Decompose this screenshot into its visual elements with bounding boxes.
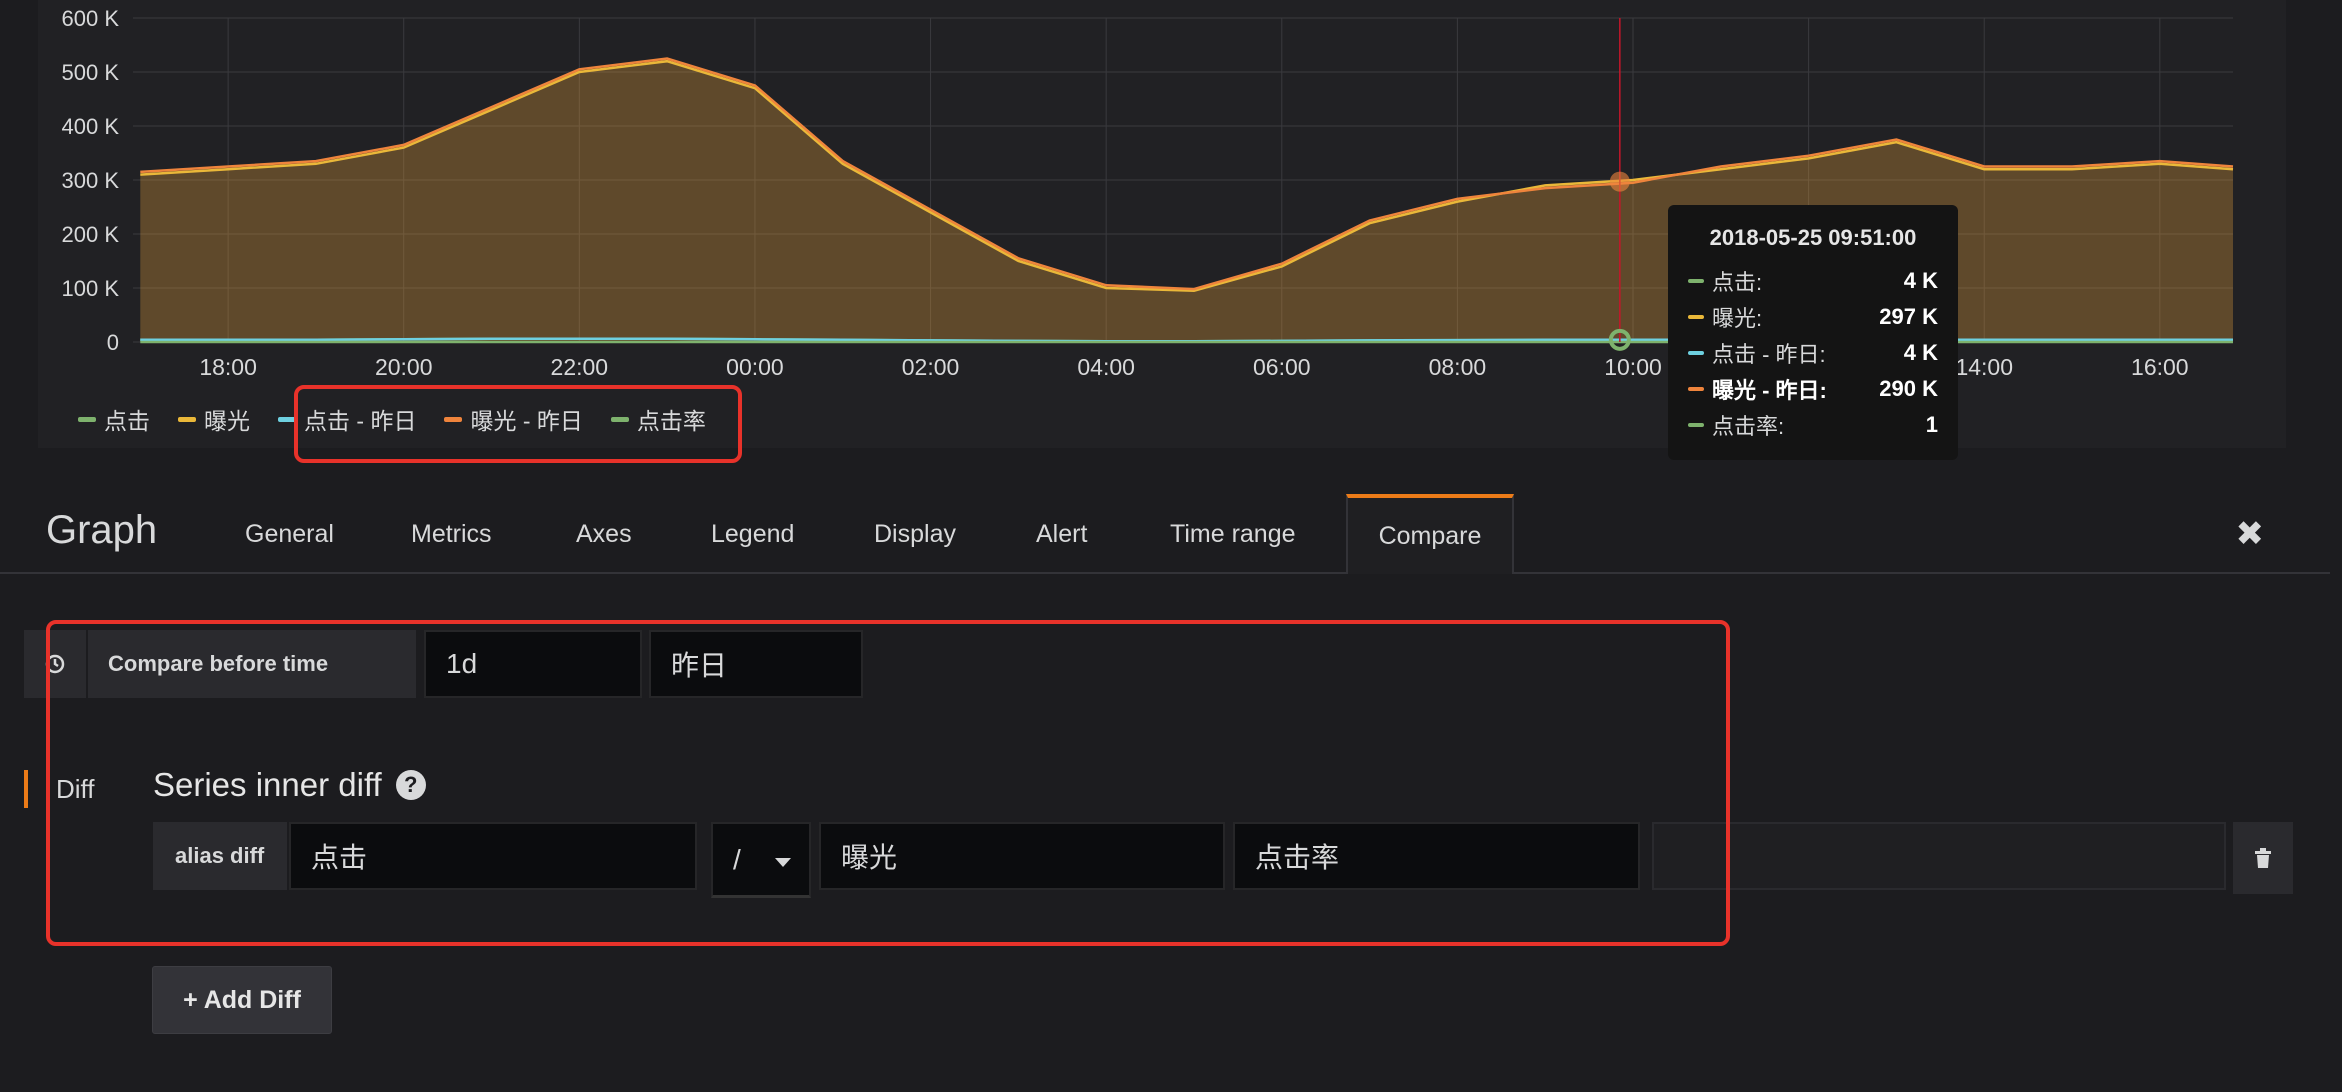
tooltip-swatch xyxy=(1688,315,1704,319)
legend-swatch xyxy=(610,416,629,422)
diff-section-label: Diff xyxy=(56,774,95,804)
tooltip-swatch xyxy=(1688,387,1704,391)
clock-icon xyxy=(24,630,86,698)
chevron-down-icon xyxy=(775,858,791,867)
legend-item-ctr[interactable]: 点击率 xyxy=(610,402,706,436)
series-inner-diff-title: Series inner diff ? xyxy=(153,766,426,804)
diff-left-series-input[interactable] xyxy=(289,822,697,890)
tooltip-value: 4 K xyxy=(1903,268,1938,293)
y-tick-label: 300 K xyxy=(62,168,120,193)
tab-legend[interactable]: Legend xyxy=(711,520,795,548)
y-tick-label: 500 K xyxy=(62,60,120,85)
y-tick-label: 0 xyxy=(107,330,119,355)
x-tick-label: 18:00 xyxy=(199,354,257,380)
tooltip-label: 曝光: xyxy=(1712,306,1763,331)
tooltip-value: 1 xyxy=(1925,412,1938,437)
tooltip-swatch xyxy=(1688,351,1704,355)
highlight-compare-box xyxy=(46,620,1730,946)
legend-swatch xyxy=(278,416,296,422)
legend-item-clicks-yesterday[interactable]: 点击 - 昨日 xyxy=(278,402,416,436)
tooltip-title: 2018-05-25 09:51:00 xyxy=(1709,225,1917,250)
delete-diff-button[interactable] xyxy=(2233,822,2293,894)
x-tick-label: 10:00 xyxy=(1604,354,1662,380)
legend-label: 曝光 - 昨日 xyxy=(470,408,583,434)
editor-tabs-bar: Graph General Metrics Axes Legend Displa… xyxy=(0,490,2330,574)
alias-diff-label: alias diff xyxy=(153,822,287,890)
tooltip-value: 297 K xyxy=(1879,304,1938,329)
operator-value: / xyxy=(733,843,741,875)
tab-time-range[interactable]: Time range xyxy=(1170,520,1296,548)
close-icon[interactable]: ✖ xyxy=(2235,515,2265,553)
tooltip-swatch xyxy=(1688,423,1704,427)
tooltip-label: 曝光 - 昨日: xyxy=(1712,378,1827,403)
x-tick-label: 14:00 xyxy=(1955,354,2013,380)
x-tick-label: 04:00 xyxy=(1077,354,1135,380)
legend-item-clicks[interactable]: 点击 xyxy=(78,402,150,436)
diff-alias-input[interactable] xyxy=(1233,822,1640,890)
tooltip-value: 290 K xyxy=(1879,376,1938,401)
trash-icon xyxy=(2255,848,2271,868)
tooltip-row: 点击: 4 K xyxy=(1688,263,1938,299)
tab-alert[interactable]: Alert xyxy=(1036,520,1088,548)
y-tick-label: 100 K xyxy=(62,276,120,301)
legend-label: 曝光 xyxy=(204,408,250,434)
tooltip-row: 曝光 - 昨日: 290 K xyxy=(1688,371,1938,407)
chart-legend: 点击 曝光 点击 - 昨日 曝光 - 昨日 点击率 xyxy=(78,402,706,436)
tab-compare[interactable]: Compare xyxy=(1346,494,1514,574)
x-tick-label: 22:00 xyxy=(551,354,609,380)
tooltip-value: 4 K xyxy=(1903,340,1938,365)
x-tick-label: 06:00 xyxy=(1253,354,1311,380)
y-tick-label: 600 K xyxy=(62,6,120,31)
tooltip-label: 点击: xyxy=(1712,270,1763,295)
legend-item-impressions[interactable]: 曝光 xyxy=(178,402,250,436)
highlight-legend-box xyxy=(294,385,742,463)
y-tick-label: 400 K xyxy=(62,114,120,139)
tab-axes[interactable]: Axes xyxy=(576,520,632,548)
tooltip-row: 曝光: 297 K xyxy=(1688,299,1938,335)
x-tick-label: 20:00 xyxy=(375,354,433,380)
diff-operator-select[interactable]: / xyxy=(711,822,811,898)
tab-display[interactable]: Display xyxy=(874,520,956,548)
panel-type-title: Graph xyxy=(46,508,158,552)
tooltip-row: 点击率: 1 xyxy=(1688,407,1938,443)
help-icon[interactable]: ? xyxy=(395,770,426,800)
legend-item-impressions-yesterday[interactable]: 曝光 - 昨日 xyxy=(444,402,583,436)
legend-swatch xyxy=(178,416,196,422)
legend-label: 点击 xyxy=(104,408,150,434)
diff-extra-input[interactable] xyxy=(1652,822,2226,890)
x-tick-label: 02:00 xyxy=(902,354,960,380)
compare-alias-input[interactable] xyxy=(649,630,863,698)
tab-general[interactable]: General xyxy=(245,520,334,548)
series-line-impressions-yesterday xyxy=(140,57,2234,291)
hover-tooltip: 2018-05-25 09:51:00 点击: 4 K 曝光: 297 K 点击 -… xyxy=(1668,205,1958,460)
diff-right-series-input[interactable] xyxy=(819,822,1225,890)
legend-label: 点击率 xyxy=(636,408,706,434)
compare-offset-input[interactable] xyxy=(424,630,642,698)
x-tick-label: 16:00 xyxy=(2131,354,2189,380)
tooltip-row: 点击 - 昨日: 4 K xyxy=(1688,335,1938,371)
series-line-impressions xyxy=(140,59,2234,292)
tab-metrics[interactable]: Metrics xyxy=(411,520,492,548)
x-tick-label: 00:00 xyxy=(726,354,784,380)
tooltip-swatch xyxy=(1688,279,1704,283)
legend-swatch xyxy=(78,416,96,422)
y-tick-label: 200 K xyxy=(62,222,120,247)
legend-swatch xyxy=(444,416,463,422)
add-diff-button[interactable]: + Add Diff xyxy=(152,966,332,1034)
legend-label: 点击 - 昨日 xyxy=(304,408,417,434)
tooltip-label: 点击率: xyxy=(1712,414,1785,439)
compare-before-time-label: Compare before time xyxy=(88,630,416,698)
tooltip-label: 点击 - 昨日: xyxy=(1712,342,1826,367)
diff-section-marker xyxy=(24,770,28,808)
hover-point-clicks xyxy=(1608,328,1631,351)
section-title-text: Series inner diff xyxy=(153,766,382,803)
x-tick-label: 08:00 xyxy=(1429,354,1487,380)
hover-point-impressions xyxy=(1609,171,1630,192)
